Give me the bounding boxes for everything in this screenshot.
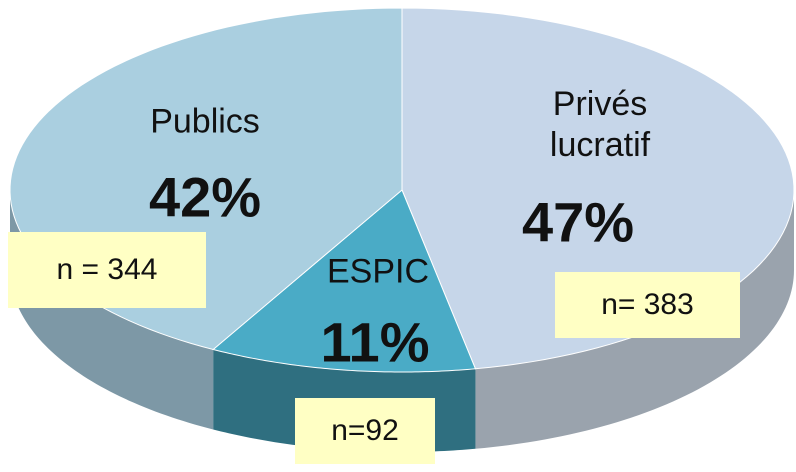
count-note: n=92 — [295, 398, 435, 464]
count-note: n= 383 — [555, 272, 740, 338]
count-note: n = 344 — [8, 232, 206, 308]
pie-side — [10, 190, 214, 430]
slice-label: Privés lucratif — [549, 85, 651, 164]
pie-slice — [212, 189, 477, 373]
value-label: 47% — [521, 190, 635, 254]
slice-label: Publics — [150, 102, 260, 141]
value-label: 11% — [320, 310, 430, 374]
value-label: 42% — [148, 165, 262, 229]
slice-label: ESPIC — [326, 252, 430, 291]
pie-side — [475, 190, 794, 449]
